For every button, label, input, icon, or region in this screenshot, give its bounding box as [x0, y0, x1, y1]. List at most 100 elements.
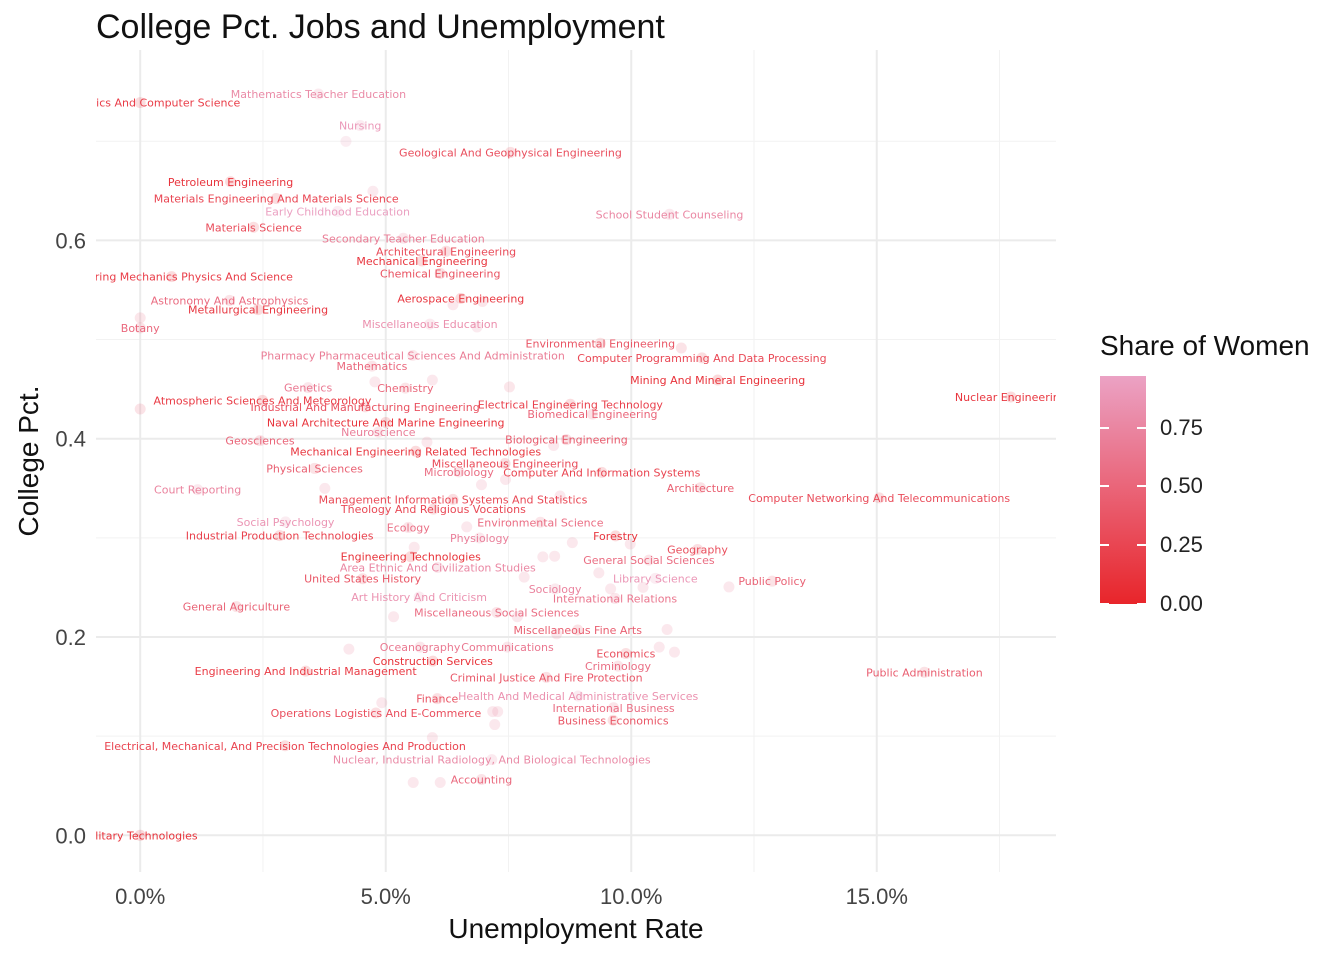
data-point: [537, 551, 549, 563]
data-label: Materials Engineering And Materials Scie…: [154, 193, 399, 206]
x-tick-label: 15.0%: [846, 884, 908, 909]
data-point: [248, 221, 260, 233]
data-label: Physical Sciences: [266, 462, 363, 475]
data-label: Physiology: [450, 532, 509, 545]
data-point: [518, 571, 530, 583]
plot-panel: [96, 50, 1056, 872]
data-point: [274, 530, 286, 542]
data-point: [637, 581, 649, 593]
data-point: [918, 666, 930, 678]
data-point: [319, 482, 331, 494]
data-point: [302, 382, 314, 394]
data-point: [416, 255, 428, 267]
data-label: Nursing: [339, 120, 381, 133]
data-label: Engineering Technologies: [341, 551, 481, 564]
data-label: Health And Medical Administrative Servic…: [458, 690, 698, 703]
data-point: [873, 492, 885, 504]
data-point: [661, 623, 673, 635]
data-label: Genetics: [284, 382, 332, 395]
data-point: [566, 537, 578, 549]
data-point: [664, 208, 676, 220]
data-point: [696, 352, 708, 364]
data-point: [455, 292, 467, 304]
data-point: [554, 490, 566, 502]
legend-tick-mark: [1137, 426, 1146, 429]
data-point: [230, 601, 242, 613]
data-point: [572, 690, 584, 702]
chart-title: College Pct. Jobs and Unemployment: [96, 8, 665, 46]
x-axis-label: Unemployment Rate: [448, 913, 703, 944]
data-label: Operations Logistics And E-Commerce: [271, 707, 482, 720]
data-label: General Agriculture: [183, 601, 291, 614]
data-label: Pharmacy Pharmaceutical Sciences And Adm…: [261, 349, 565, 362]
data-label: International Business: [552, 702, 674, 715]
data-label: Computer Networking And Telecommunicatio…: [748, 492, 1010, 505]
data-point: [134, 403, 146, 415]
data-point: [270, 193, 282, 205]
data-label: Finance: [416, 693, 458, 706]
data-label: Environmental Science: [477, 516, 603, 529]
data-point: [424, 318, 436, 330]
data-label: School Student Counseling: [596, 208, 744, 221]
data-point: [609, 592, 621, 604]
data-label: Architectural Engineering: [376, 245, 516, 258]
data-point: [486, 754, 498, 766]
data-label: Botany: [121, 322, 160, 335]
data-point: [414, 641, 426, 653]
data-point: [489, 719, 501, 731]
data-point: [192, 484, 204, 496]
data-point: [501, 641, 513, 653]
data-label: International Relations: [553, 592, 677, 605]
data-label: Neuroscience: [341, 426, 416, 439]
data-label: Miscellaneous Education: [362, 318, 497, 331]
data-point: [491, 607, 503, 619]
data-point: [475, 773, 487, 785]
data-point: [224, 294, 236, 306]
data-label: Metallurgical Engineering: [188, 304, 328, 317]
data-label: Mechanical Engineering Related Technolog…: [290, 445, 541, 458]
y-tick-label: 0.6: [55, 228, 86, 253]
data-point: [500, 474, 512, 486]
data-point: [487, 706, 499, 718]
data-point: [668, 646, 680, 658]
data-label: Criminal Justice And Fire Protection: [450, 671, 643, 684]
data-point: [548, 440, 560, 452]
data-label: Atmospheric Sciences And Meteorology: [154, 394, 372, 407]
data-point: [402, 521, 414, 533]
x-tick-label: 5.0%: [361, 884, 411, 909]
data-point: [643, 554, 655, 566]
data-label: Naval Architecture And Marine Engineerin…: [267, 417, 505, 430]
data-label: Aerospace Engineering: [397, 292, 524, 305]
y-axis-ticks: 0.0 0.2 0.4 0.6: [55, 228, 86, 848]
data-point: [300, 665, 312, 677]
data-label: Astronomy And Astrophysics: [151, 294, 309, 307]
data-point: [503, 381, 515, 393]
data-point: [675, 342, 687, 354]
data-label: Military Technologies: [83, 829, 198, 842]
data-point: [359, 401, 371, 413]
data-point: [692, 543, 704, 555]
data-label: Sociology: [529, 583, 582, 596]
data-point: [453, 466, 465, 478]
data-label: Petroleum Engineering: [168, 176, 293, 189]
data-point: [280, 516, 292, 528]
data-label: Art History And Criticism: [351, 591, 487, 604]
data-label: Biomedical Engineering: [527, 408, 657, 421]
data-point: [332, 205, 344, 217]
data-point: [766, 575, 778, 587]
data-point: [540, 671, 552, 683]
data-point: [475, 479, 487, 491]
data-label: Communications: [461, 641, 554, 654]
data-point: [309, 462, 321, 474]
data-point: [407, 349, 419, 361]
data-point: [461, 521, 473, 533]
data-point: [369, 376, 381, 388]
data-point: [620, 648, 632, 660]
data-point: [610, 530, 622, 542]
data-label: Architecture: [667, 482, 735, 495]
data-point: [408, 541, 420, 553]
data-point: [134, 97, 146, 109]
data-point: [608, 702, 620, 714]
data-point: [413, 591, 425, 603]
